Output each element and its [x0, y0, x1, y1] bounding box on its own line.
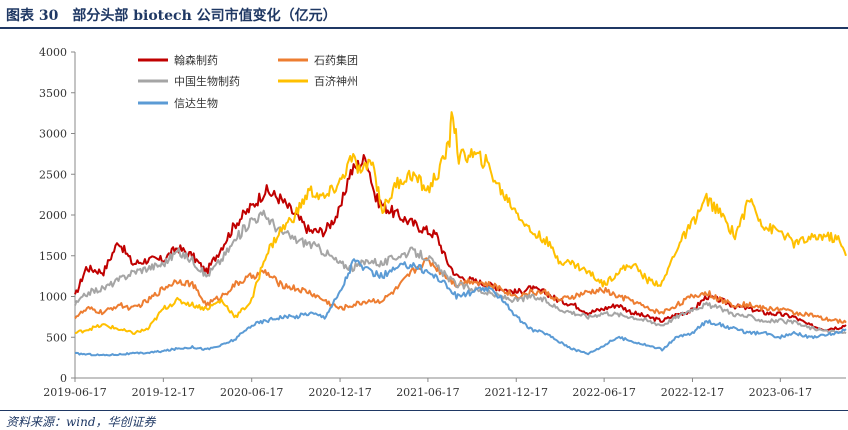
x-tick-label: 2021-12-17 — [485, 386, 548, 399]
x-axis: 2019-06-17 2019-12-17 2020-06-17 2020-12-17… — [43, 377, 846, 399]
y-tick-label: 500 — [46, 331, 67, 344]
header-rule — [0, 27, 848, 29]
y-axis: 0 500 1000 1500 2000 2500 3000 3500 4000 — [39, 46, 76, 385]
figure-header: 图表 30 部分头部 biotech 公司市值变化（亿元） — [0, 0, 848, 29]
x-tick-label: 2019-12-17 — [132, 386, 195, 399]
y-tick-label: 1500 — [39, 250, 67, 263]
series-line-4 — [74, 111, 847, 335]
legend-label: 百济神州 — [314, 74, 358, 88]
legend-label: 中国生物制药 — [174, 74, 240, 88]
x-tick-label: 2023-06-17 — [749, 386, 812, 399]
legend-label: 石药集团 — [314, 53, 358, 67]
market-cap-chart: 0 500 1000 1500 2000 2500 3000 3500 4000 2019-06… — [39, 46, 847, 399]
y-tick-label: 1000 — [39, 291, 67, 304]
x-tick-label: 2022-12-17 — [661, 386, 724, 399]
legend-label: 信达生物 — [174, 96, 218, 110]
figure-title: 图表 30 部分头部 biotech 公司市值变化（亿元） — [6, 8, 337, 24]
x-tick-label: 2022-06-17 — [572, 386, 635, 399]
series-layer — [74, 111, 847, 357]
x-tick-label: 2021-06-17 — [396, 386, 459, 399]
x-tick-label: 2020-06-17 — [220, 386, 283, 399]
y-tick-label: 4000 — [39, 46, 67, 59]
y-tick-label: 2500 — [39, 168, 67, 181]
y-tick-label: 0 — [60, 372, 67, 385]
source-note: 资料来源：wind，华创证券 — [6, 415, 156, 429]
x-tick-label: 2020-12-17 — [308, 386, 371, 399]
y-tick-label: 3000 — [39, 128, 67, 141]
y-tick-label: 2000 — [39, 209, 67, 222]
y-tick-label: 3500 — [39, 87, 67, 100]
legend-label: 翰森制药 — [174, 53, 218, 67]
series-line-3 — [74, 209, 847, 335]
footer-rule — [0, 410, 848, 411]
x-tick-label: 2019-06-17 — [43, 386, 106, 399]
series-line-5 — [74, 258, 847, 357]
